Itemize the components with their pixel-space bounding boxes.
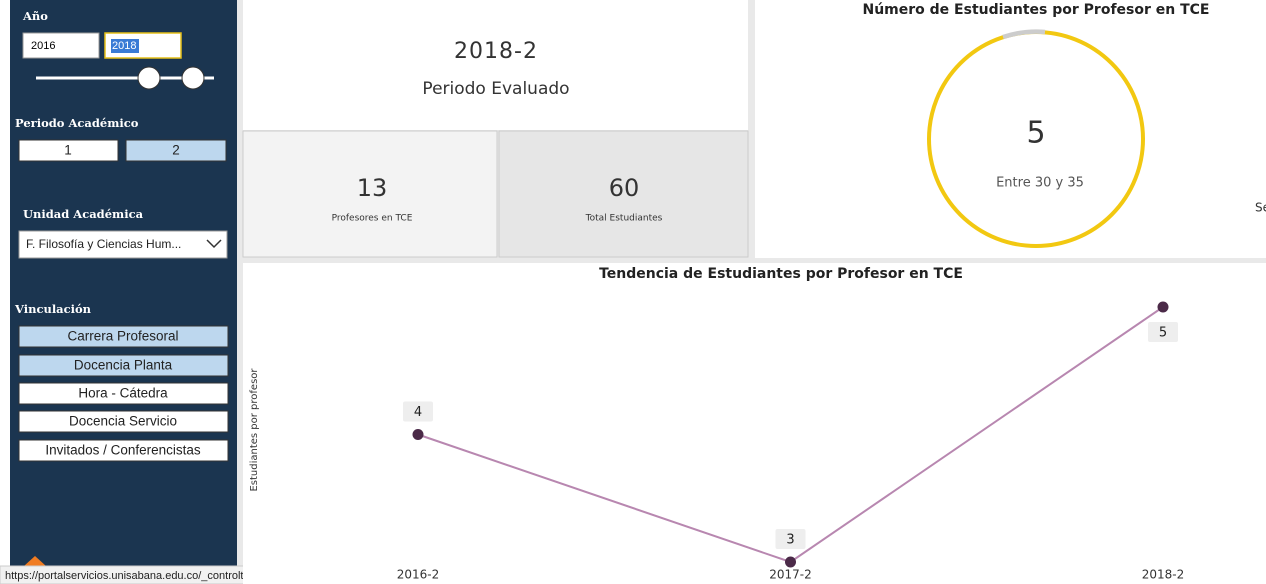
label-box: [775, 529, 806, 549]
point: [412, 429, 424, 440]
data-label: 3: [786, 533, 794, 548]
unit-dropdown[interactable]: [18, 230, 228, 259]
label-box: [403, 401, 433, 422]
link-option: Docencia Servicio: [69, 414, 177, 429]
trend-title: Tendencia de Estudiantes por Profesor en…: [599, 266, 963, 282]
data-label: 5: [1159, 326, 1167, 341]
gauge-label: Entre 30 y 35: [996, 176, 1084, 191]
status-url: https://portalservicios.unisabana.edu.co…: [5, 570, 313, 582]
year-to: 2018: [112, 40, 136, 52]
gauge-title: Número de Estudiantes por Profesor en TC…: [863, 2, 1210, 18]
link-button[interactable]: [18, 325, 229, 348]
year-from-input[interactable]: [22, 32, 100, 59]
selection: [111, 39, 139, 53]
x-tick-label: 2016-2: [397, 568, 440, 582]
data-label: 4: [414, 405, 422, 420]
period-label: Periodo Académico: [15, 116, 139, 130]
link-button[interactable]: [18, 382, 229, 405]
period-button[interactable]: [125, 139, 227, 162]
link-button[interactable]: [18, 410, 229, 433]
link-option: Carrera Profesoral: [67, 329, 178, 344]
slider-knob[interactable]: [137, 66, 161, 90]
card-value: 60: [609, 174, 640, 202]
trend-panel: [243, 263, 1266, 584]
period-card: [243, 0, 748, 130]
link-option: Docencia Planta: [74, 358, 173, 373]
label-box: [1148, 322, 1178, 342]
link-label: Vinculación: [14, 302, 92, 316]
point: [1157, 301, 1169, 313]
gauge-value: 5: [1026, 116, 1045, 151]
gauge-panel: [755, 0, 1266, 258]
period-button[interactable]: [18, 139, 119, 162]
card: [242, 130, 498, 258]
card: [498, 130, 749, 258]
gauge-rest: [1002, 29, 1046, 40]
card-label: Total Estudiantes: [585, 214, 663, 224]
link-button[interactable]: [18, 439, 229, 462]
unit-selected: F. Filosofía y Ciencias Hum...: [26, 237, 181, 251]
slider-knob[interactable]: [181, 66, 205, 90]
link-option: Hora - Cátedra: [78, 386, 168, 401]
unit-label: Unidad Académica: [23, 207, 144, 221]
period-option: 1: [64, 143, 72, 158]
period-value: 2018-2: [454, 39, 538, 64]
chevron: [206, 239, 222, 249]
point: [785, 556, 796, 568]
year-label: Año: [22, 9, 48, 23]
link-button[interactable]: [18, 354, 229, 377]
x-tick-label: 2017-2: [769, 568, 812, 582]
card-label: Profesores en TCE: [332, 214, 413, 224]
x-tick-label: 2018-2: [1142, 568, 1185, 582]
margin: [0, 0, 10, 584]
cut-text: Se: [1255, 201, 1266, 215]
y-axis-label: Estudiantes por profesor: [249, 368, 260, 492]
period-text: Periodo Evaluado: [422, 79, 569, 99]
year-from: 2016: [31, 40, 55, 52]
link-option: Invitados / Conferencistas: [45, 443, 201, 458]
period-option: 2: [172, 143, 180, 158]
sidebar: [10, 0, 237, 584]
card-value: 13: [357, 174, 388, 202]
